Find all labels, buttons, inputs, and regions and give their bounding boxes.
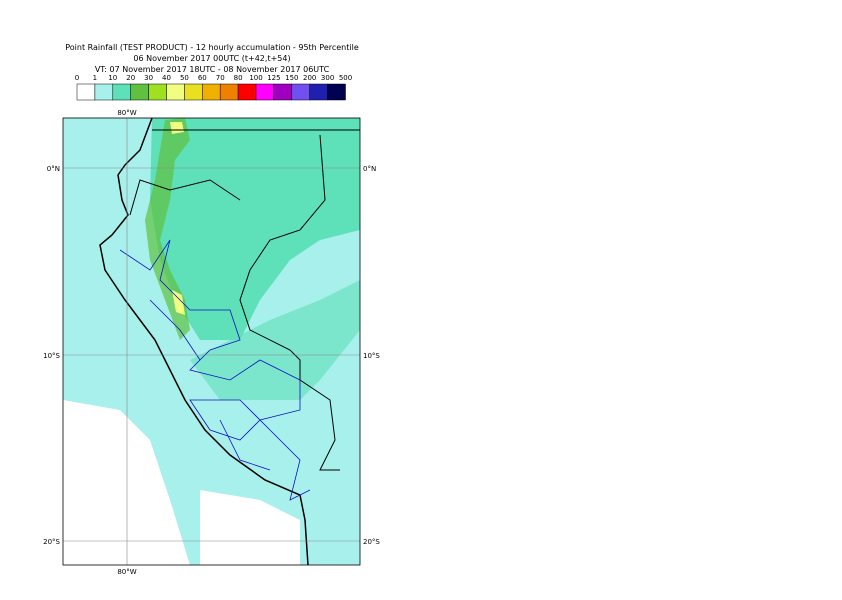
title-line: 06 November 2017 00UTC (t+42,t+54)	[133, 54, 290, 63]
map-frame	[62, 117, 361, 566]
country-border	[129, 129, 360, 471]
legend-swatch	[202, 83, 221, 101]
legend-swatch	[130, 83, 149, 101]
axis-labels: 80°W 80°W 0°N 10°S 20°S 0°N 10°S 20°S	[43, 109, 380, 576]
legend-swatch	[94, 83, 114, 101]
legend-swatch	[112, 83, 131, 101]
heavy-rain	[145, 118, 190, 340]
legend-swatch	[76, 83, 96, 101]
legend-swatch	[291, 83, 310, 101]
legend-label: 125	[267, 74, 280, 82]
left-label: 20°S	[43, 538, 60, 546]
wet-region	[150, 118, 360, 340]
wet-region	[190, 280, 360, 400]
legend-label: 0	[75, 74, 79, 82]
legend: 0 1 10 20 30 40 50 60 70 80 100 125 150 200 300 500	[75, 74, 352, 101]
region-border	[119, 239, 311, 501]
legend-label: 300	[321, 74, 334, 82]
legend-swatch	[148, 83, 167, 101]
right-label: 0°N	[363, 165, 376, 173]
legend-label: 150	[285, 74, 298, 82]
legend-label: 100	[249, 74, 262, 82]
legend-swatch	[309, 83, 328, 101]
left-label: 0°N	[47, 165, 60, 173]
legend-label: 200	[303, 74, 316, 82]
map-area	[63, 118, 360, 565]
title-line: Point Rainfall (TEST PRODUCT) - 12 hourl…	[65, 43, 359, 52]
legend-label: 10	[108, 74, 117, 82]
legend-swatch	[327, 83, 346, 101]
legend-label: 80	[234, 74, 243, 82]
legend-label: 1	[93, 74, 97, 82]
legend-label: 40	[162, 74, 171, 82]
legend-swatch	[184, 83, 203, 101]
left-label: 10°S	[43, 352, 60, 360]
legend-swatch	[219, 83, 239, 101]
dry-ocean	[200, 490, 300, 565]
coastline	[99, 118, 309, 565]
right-label: 10°S	[363, 352, 380, 360]
legend-swatch	[237, 83, 257, 101]
legend-label: 60	[198, 74, 207, 82]
legend-swatch	[255, 83, 275, 101]
legend-label: 500	[339, 74, 352, 82]
title-line: VT: 07 November 2017 18UTC - 08 November…	[95, 65, 330, 74]
graticule	[63, 118, 360, 565]
legend-swatch	[166, 83, 185, 101]
legend-swatch	[273, 83, 293, 101]
legend-label: 50	[180, 74, 189, 82]
legend-label: 20	[126, 74, 135, 82]
legend-label: 70	[216, 74, 225, 82]
dry-ocean	[63, 400, 190, 565]
title: Point Rainfall (TEST PRODUCT) - 12 hourl…	[65, 43, 359, 74]
right-label: 20°S	[363, 538, 380, 546]
top-label: 80°W	[117, 109, 136, 117]
legend-label: 30	[144, 74, 153, 82]
bottom-label: 80°W	[117, 568, 136, 576]
